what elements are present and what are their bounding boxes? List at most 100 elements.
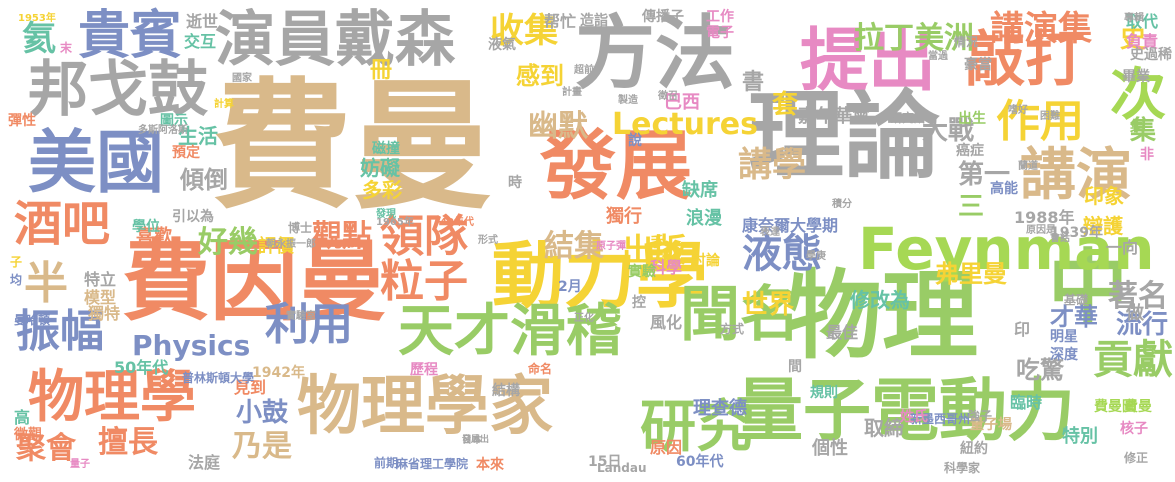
word-wulixue: 物理學 [28,365,196,430]
word-jiaohu: 交互 [184,32,217,51]
word-jiangxue: 講學 [738,145,806,185]
word-moxing: 模型 [84,288,117,307]
word-zhong: 中 [1048,241,1128,334]
word-xihuan: 喜歡 [136,226,172,247]
word-xingshi: 姓氏 [900,409,928,425]
word-kexuejia: 科學家 [944,461,981,475]
word-xinmoxige: 新墨西哥州 [910,412,971,426]
word-weiguan: 微觀 [14,427,42,443]
word-kunnan: 困難 [1040,111,1060,122]
word-shiyan: 實驗 [628,264,656,280]
word-zuijia: 最佳 [826,323,859,342]
word-yuding: 預定 [172,145,200,161]
word-chijing: 吃驚 [1016,356,1064,384]
word-jianianhuahui: 嘉年華會 [798,106,870,127]
word-xiugaiwei: 修改為 [850,288,910,312]
word-feynman: Feynman [858,215,1155,283]
word-jiuba: 酒吧 [14,196,111,252]
word-guojia: 國家 [232,73,252,84]
word-xingshi-form: 形式 [478,235,498,246]
word-xuewei: 學位 [132,219,160,235]
word-zaoyi: 造詣 [580,13,608,29]
word-shuo: 說 [628,133,642,149]
word-ladingmeizhou: 拉丁美洲 [854,21,974,56]
word-xiuzheng: 修正 [1124,451,1149,465]
word-liangzidiandongli: 量子電動力 [735,372,1076,451]
word-duxing: 獨行 [606,206,642,227]
word-yuanyinshi: 原因是 [1026,225,1056,236]
word-kexue: 科學 [650,258,683,277]
word-jiangyan: 講演 [1020,143,1132,208]
word-tiancaihuaji: 天才滑稽 [398,299,622,364]
word-gandao: 感到 [516,62,564,90]
word-jun: 均 [10,273,23,287]
word-banggegu: 邦戈鼓 [28,55,208,125]
word-liangzi-small: 量子 [70,459,90,470]
word-xuegeng: 學庚 [806,251,826,262]
word-benlai: 本來 [476,457,504,473]
word-zi: 子 [10,255,23,269]
word-chusheng: 出生 [958,111,986,127]
word-zhuanji: 專輯 [1124,13,1144,24]
word-dianzi: 電子 [706,25,734,41]
word-shiyanshi: 實驗室 [286,311,316,322]
word-dute: 獨特 [88,304,121,323]
word-shijie: 世界 [742,290,795,320]
word-1988: 1988年 [1014,208,1075,227]
word-lichade: 理查德 [693,398,747,419]
word-gongzuo: 工作 [706,9,734,25]
word-feiyinman: 費因曼 [122,230,387,333]
word-losalamos: 多斯阿洛斯 [138,125,188,136]
word-60niandai: 60年代 [676,454,724,470]
word-liyong: 利用 [265,299,353,350]
word-qiangzi: 強子 [968,409,993,423]
word-fei: 非 [1140,147,1154,163]
word-tushi: 圖示 [160,113,188,129]
word-biaoda: 表達 [760,227,780,238]
word-landau: Landau [597,461,647,475]
word-ci: 次 [1110,63,1166,128]
word-lectures: Lectures [612,107,758,142]
word-haoji: 好幾 [198,225,258,260]
word-yeqi: 液氣 [488,37,516,53]
word-kong: 控 [632,295,646,311]
word-fangshi: 方式 [720,322,745,336]
word-1942: 1942年 [252,365,305,381]
word-boshi: 博士 [288,221,313,235]
word-wulixuejia: 物理學家 [297,370,553,444]
word-ji: 集 [1130,116,1157,146]
word-ban: 半 [24,258,68,309]
word-guandian: 觀點 [312,219,372,254]
word-liangzichang: 量子場 [970,417,1012,433]
word-xiaogu: 小鼓 [236,398,289,428]
word-physics: Physics [132,329,251,362]
word-zuoyong: 作用 [996,96,1084,147]
word-fangfa: 方法 [575,7,735,100]
word-zuo: 做 [1126,303,1144,324]
word-2yue: 2月 [558,279,582,295]
word-jisuan: 計算 [214,99,234,110]
word-lilun: 理論 [748,80,940,192]
word-huihua: 會話 [1050,233,1070,244]
word-jiandao: 見到 [234,378,267,397]
word-1965: 1965年 [376,217,414,228]
word-donglixue: 動力學 [492,234,709,318]
word-kangnaier: 康奈爾大學期 [742,216,839,235]
word-40niandai: 40年代 [440,217,474,228]
word-1953: 1953年 [18,13,56,24]
word-pingjia: 評價 [258,236,294,257]
word-dangguo: 當過 [928,51,948,62]
word-fangai: 妨礙 [360,156,400,180]
word-taolun: 討論 [692,253,720,269]
word-zhengzhao: 徵召 [658,91,678,102]
word-bianhu: 辯護 [1083,214,1123,238]
word-quexi: 缺席 [682,180,718,201]
word-shihao: 嗜好 [1008,105,1028,116]
word-naishi: 乃是 [232,429,292,464]
word-zhuming: 著名 [1108,279,1168,314]
word-zhenfu: 振幅 [16,306,104,357]
word-licheng: 歷程 [410,362,438,378]
word-tebie: 特別 [1062,426,1098,447]
word-wuli: 物理 [786,260,978,372]
word-jihua: 計畫 [562,87,582,98]
